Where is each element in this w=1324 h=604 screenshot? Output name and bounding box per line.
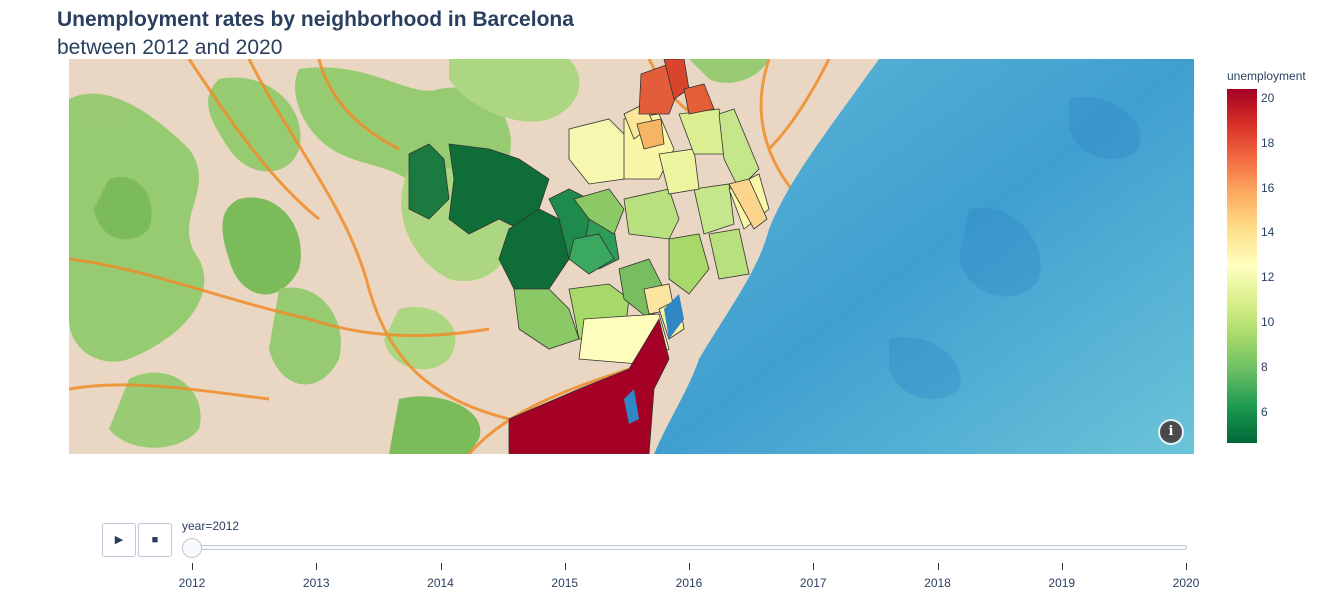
map-svg[interactable] — [69, 59, 1194, 454]
slider-tick — [1186, 563, 1187, 570]
slider-tick-label[interactable]: 2017 — [799, 576, 827, 590]
port-water — [664, 294, 684, 339]
road-layer — [69, 59, 831, 454]
colorbar-tick-label: 18 — [1261, 135, 1275, 150]
slider-tick-label[interactable]: 2014 — [427, 576, 454, 590]
slider-tick — [440, 563, 442, 570]
slider-tick — [564, 563, 566, 570]
neighborhood-region[interactable] — [728, 178, 768, 230]
chart-subtitle: between 2012 and 2020 — [57, 36, 283, 59]
neighborhood-region[interactable] — [668, 233, 710, 295]
slider-tick-label[interactable]: 2012 — [178, 576, 206, 590]
slider-handle[interactable] — [182, 538, 202, 558]
slider-rail[interactable] — [184, 545, 1187, 550]
neighborhood-region[interactable] — [573, 188, 625, 235]
neighborhood-region[interactable] — [498, 208, 570, 290]
slider-current-value: year=2012 — [182, 519, 240, 533]
slider-tick — [937, 563, 939, 570]
colorbar-gradient — [1227, 89, 1257, 443]
colorbar-tick-label: 8 — [1261, 359, 1268, 374]
play-button[interactable]: ▶ — [102, 523, 136, 557]
stop-icon: ■ — [151, 534, 159, 546]
neighborhood-region[interactable] — [693, 183, 735, 235]
neighborhood-region[interactable] — [708, 228, 750, 280]
colorbar-tick-label: 16 — [1261, 180, 1275, 195]
slider-tick — [316, 563, 318, 570]
neighborhood-region[interactable] — [408, 143, 450, 220]
choropleth-map[interactable] — [69, 59, 1194, 454]
slider-tick-label[interactable]: 2013 — [302, 576, 330, 590]
colorbar-tick-label: 12 — [1261, 270, 1275, 285]
colorbar-tick-label: 10 — [1261, 315, 1275, 329]
slider-tick-label[interactable]: 2018 — [924, 576, 951, 590]
colorbar-tick-label: 6 — [1261, 404, 1268, 419]
colorbar-tick-label: 20 — [1261, 90, 1275, 105]
slider-tick-label[interactable]: 2015 — [551, 576, 579, 590]
info-icon[interactable]: i — [1160, 421, 1182, 443]
neighborhood-region[interactable] — [636, 118, 665, 150]
play-icon: ▶ — [114, 534, 124, 546]
chart-title: Unemployment rates by neighborhood in Ba… — [57, 8, 574, 31]
sea-area — [654, 59, 1194, 454]
neighborhoods[interactable] — [408, 59, 770, 454]
stop-button[interactable]: ■ — [138, 523, 172, 557]
slider-tick-label[interactable]: 2019 — [1048, 576, 1076, 590]
colorbar — [1227, 89, 1257, 443]
slider-tick — [689, 563, 690, 570]
slider-tick — [1061, 563, 1063, 570]
port-water — [624, 389, 639, 424]
neighborhood-region[interactable] — [568, 233, 615, 275]
colorbar-tick-label: 14 — [1261, 225, 1275, 240]
slider-tick-label[interactable]: 2020 — [1172, 576, 1200, 590]
neighborhood-region[interactable] — [623, 188, 680, 240]
slider-tick — [813, 563, 815, 570]
colorbar-title: unemployment — [1227, 69, 1306, 83]
slider-tick — [192, 563, 193, 570]
neighborhood-region[interactable] — [683, 83, 715, 115]
neighborhood-region[interactable] — [658, 148, 700, 195]
slider-tick-label[interactable]: 2016 — [675, 576, 703, 590]
sea-texture — [889, 97, 1141, 400]
